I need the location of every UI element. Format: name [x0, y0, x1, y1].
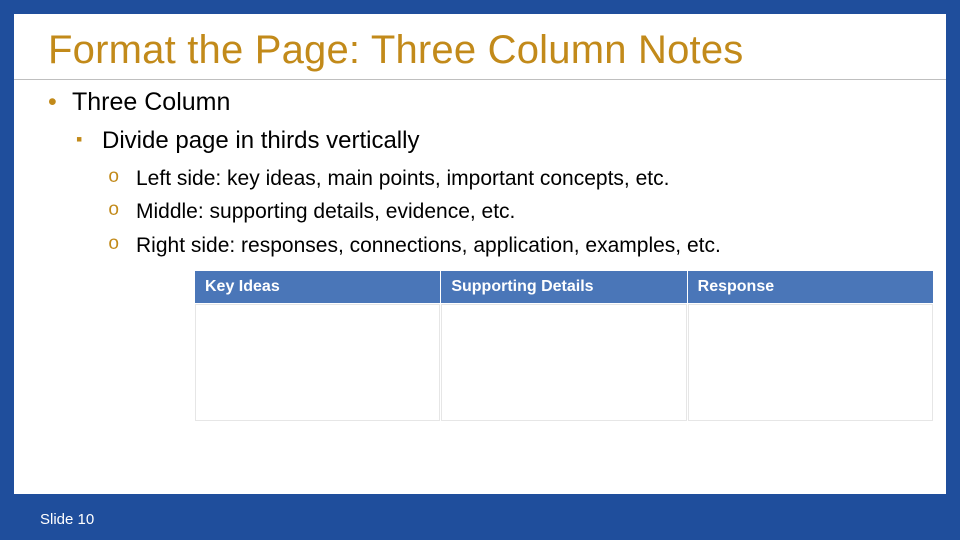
table-cell [195, 304, 441, 422]
slide-number: Slide 10 [40, 511, 94, 528]
bullet-lvl3-item: Left side: key ideas, main points, impor… [102, 165, 926, 193]
table-row [195, 304, 934, 422]
table-col-header: Response [687, 271, 933, 304]
bullet-lvl3-item: Right side: responses, connections, appl… [102, 232, 926, 260]
bullet-lvl3-text-0: Left side: key ideas, main points, impor… [136, 167, 669, 190]
bullet-lvl3-text-1: Middle: supporting details, evidence, et… [136, 200, 515, 223]
bullet-lvl1-text: Three Column [72, 88, 230, 116]
bullet-lvl3-item: Middle: supporting details, evidence, et… [102, 198, 926, 226]
slide-body: Three Column Divide page in thirds verti… [14, 80, 946, 422]
bullet-lvl1: Three Column Divide page in thirds verti… [42, 88, 926, 422]
table-cell [441, 304, 687, 422]
three-column-table: Key Ideas Supporting Details Response [194, 270, 934, 422]
table-header-row: Key Ideas Supporting Details Response [195, 271, 934, 304]
table-cell [687, 304, 933, 422]
table-col-header: Supporting Details [441, 271, 687, 304]
content-area: Format the Page: Three Column Notes Thre… [14, 14, 946, 494]
bullet-lvl3-text-2: Right side: responses, connections, appl… [136, 234, 721, 257]
slide-title: Format the Page: Three Column Notes [14, 14, 946, 80]
table-col-header: Key Ideas [195, 271, 441, 304]
bullet-lvl2: Divide page in thirds vertically Left si… [72, 127, 926, 422]
bullet-lvl2-text: Divide page in thirds vertically [102, 127, 419, 154]
